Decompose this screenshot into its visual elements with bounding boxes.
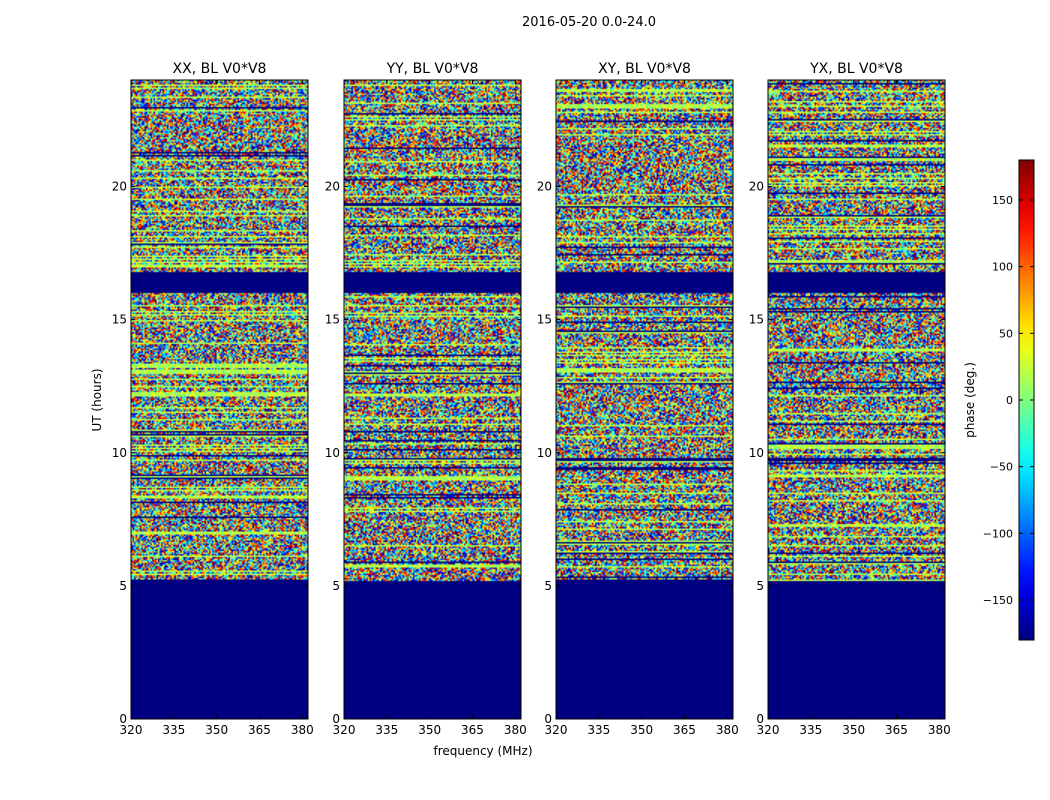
x-tick-label: 335: [587, 723, 610, 737]
x-tick-label: 365: [885, 723, 908, 737]
x-tick-label: 350: [630, 723, 653, 737]
x-tick-label: 365: [673, 723, 696, 737]
y-tick-label: 5: [332, 579, 340, 593]
x-tick-label: 335: [375, 723, 398, 737]
y-tick-label: 15: [325, 313, 340, 327]
colorbar-tick-label: 0: [1006, 394, 1013, 407]
y-axis-label: UT (hours): [90, 368, 104, 431]
x-tick-label: 320: [545, 723, 568, 737]
phase-heatmap-4: [768, 80, 945, 719]
y-tick-label: 20: [112, 180, 127, 194]
figure-title: 2016-05-20 0.0-24.0: [522, 15, 656, 30]
x-tick-label: 320: [757, 723, 780, 737]
y-tick-label: 15: [537, 313, 552, 327]
colorbar-tick-label: −150: [983, 594, 1013, 607]
x-tick-label: 380: [928, 723, 951, 737]
y-tick-label: 10: [325, 446, 340, 460]
panel-frame: [767, 79, 946, 720]
panel-title: XX, BL V0*V8: [173, 61, 267, 77]
colorbar-tick-label: 50: [999, 327, 1013, 340]
x-tick-label: 350: [418, 723, 441, 737]
panel-title: YX, BL V0*V8: [809, 61, 903, 77]
colorbar: −150 −100 −50 0 50 100 150: [983, 159, 1035, 641]
panel-1: XX, BL V0*V8 320 335 350 365 380 0 5 10 15 20: [112, 61, 314, 737]
y-tick-label: 0: [332, 712, 340, 726]
y-tick-label: 0: [119, 712, 127, 726]
panel-frame: [343, 79, 522, 720]
phase-heatmap-1: [131, 80, 308, 719]
colorbar-tick-label: −50: [990, 461, 1013, 474]
y-tick-label: 10: [749, 446, 764, 460]
y-tick-label: 0: [756, 712, 764, 726]
panel-2: YY, BL V0*V8 320 335 350 365 380 0 5 10 15 20: [325, 61, 527, 737]
y-tick-label: 5: [544, 579, 552, 593]
y-tick-label: 20: [749, 180, 764, 194]
x-tick-label: 335: [799, 723, 822, 737]
y-tick-label: 20: [537, 180, 552, 194]
colorbar-label: phase (deg.): [963, 362, 977, 438]
x-tick-label: 380: [716, 723, 739, 737]
panel-title: XY, BL V0*V8: [598, 61, 691, 77]
phase-heatmap-2: [344, 80, 521, 719]
x-tick-label: 380: [504, 723, 527, 737]
panel-4: YX, BL V0*V8 320 335 350 365 380 0 5 10 15 20: [749, 61, 951, 737]
x-tick-label: 320: [333, 723, 356, 737]
y-tick-label: 5: [756, 579, 764, 593]
colorbar-tick-label: 150: [992, 194, 1013, 207]
y-tick-label: 20: [325, 180, 340, 194]
panel-title: YY, BL V0*V8: [386, 61, 479, 77]
x-tick-label: 335: [162, 723, 185, 737]
y-tick-label: 5: [119, 579, 127, 593]
y-tick-label: 15: [112, 313, 127, 327]
x-tick-label: 320: [120, 723, 143, 737]
y-tick-label: 10: [537, 446, 552, 460]
panel-frame: [130, 79, 309, 720]
x-tick-label: 380: [291, 723, 314, 737]
x-tick-label: 350: [205, 723, 228, 737]
colorbar-tick-label: 100: [992, 261, 1013, 274]
y-tick-label: 0: [544, 712, 552, 726]
x-tick-label: 350: [842, 723, 865, 737]
panel-frame: [555, 79, 734, 720]
x-tick-label: 365: [461, 723, 484, 737]
x-tick-label: 365: [248, 723, 271, 737]
colorbar-tick-label: −100: [983, 527, 1013, 540]
panel-3: XY, BL V0*V8 320 335 350 365 380 0 5 10 15 20: [537, 61, 739, 737]
x-axis-label: frequency (MHz): [433, 744, 532, 758]
y-tick-label: 10: [112, 446, 127, 460]
y-tick-label: 15: [749, 313, 764, 327]
phase-heatmap-3: [556, 80, 733, 719]
